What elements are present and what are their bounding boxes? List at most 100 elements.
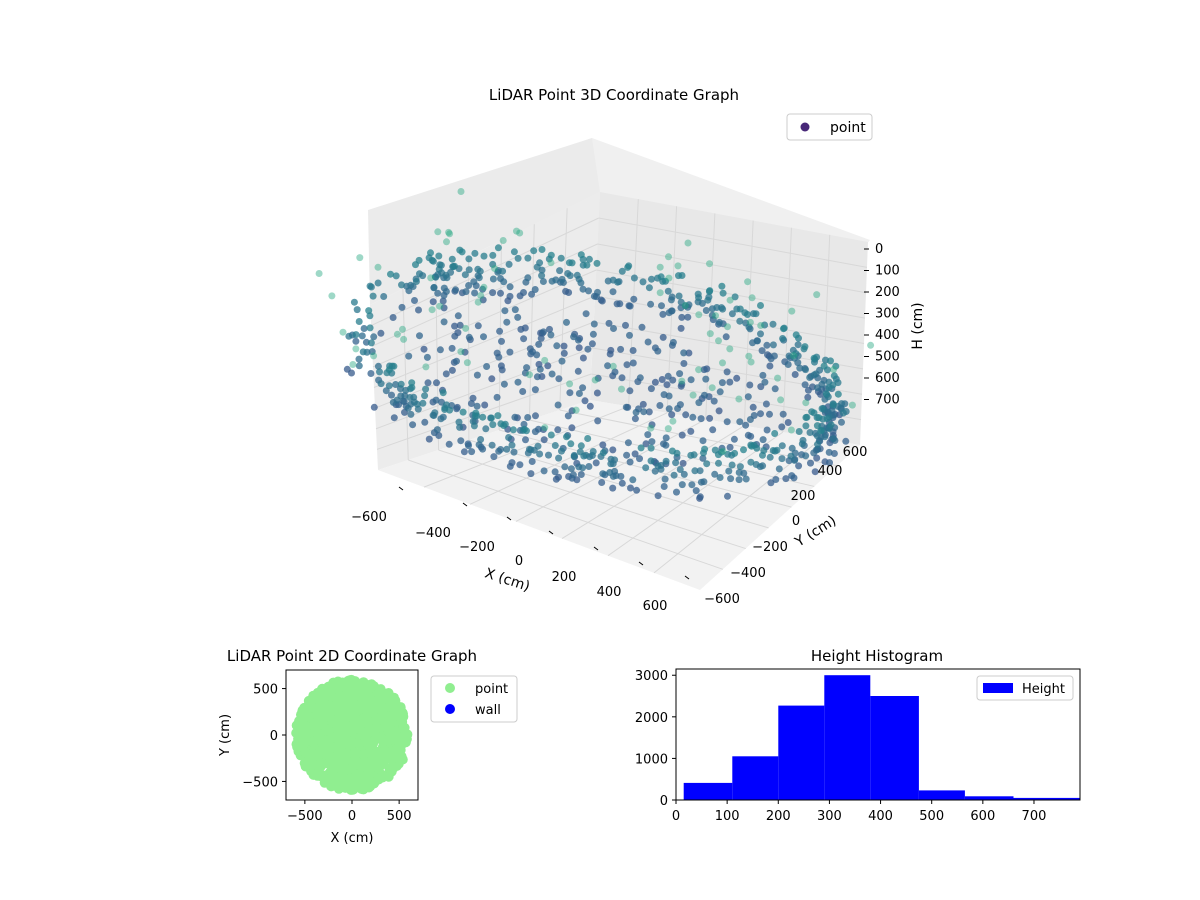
point-3d (433, 426, 441, 434)
point-3d (436, 346, 444, 354)
point-3d (489, 260, 497, 268)
point-3d (451, 262, 458, 270)
point-3d (746, 416, 754, 423)
point-3d (459, 408, 467, 416)
point-3d (763, 426, 771, 434)
point-3d (741, 309, 749, 317)
point-3d (409, 421, 417, 429)
point-3d (412, 261, 419, 269)
point-3d (370, 333, 378, 341)
point-2d (299, 720, 310, 731)
point-3d (736, 463, 744, 471)
point-3d (494, 412, 502, 420)
grid-line-right-wall (597, 243, 867, 294)
point-3d (678, 380, 686, 388)
point-3d (392, 272, 400, 280)
point-2d (334, 720, 344, 731)
point-3d (680, 470, 688, 478)
point-3d (416, 332, 423, 340)
point-3d (411, 297, 418, 304)
point-3d (477, 292, 485, 299)
point-3d (524, 274, 532, 282)
point-3d (684, 313, 692, 321)
point-3d (821, 433, 829, 441)
point-3d (355, 318, 363, 325)
grid-line-left-wall (373, 295, 596, 388)
point-3d (708, 311, 716, 319)
point-3d (802, 366, 809, 374)
point-3d (480, 283, 488, 291)
point-3d (728, 310, 736, 318)
point-3d (735, 395, 743, 403)
y-tick-label-3d: 400 (818, 464, 843, 479)
point-3d (568, 424, 576, 432)
point-3d (792, 350, 800, 358)
point-3d (787, 452, 795, 460)
point-3d (536, 450, 544, 458)
point-3d (457, 188, 465, 195)
point-3d (558, 357, 566, 365)
point-3d (366, 324, 374, 332)
point-3d (779, 335, 787, 342)
point-3d (642, 464, 650, 472)
point-2d (333, 783, 344, 794)
point-3d (503, 318, 511, 326)
point-3d (533, 263, 541, 271)
point-3d (719, 289, 727, 297)
point-3d (825, 448, 833, 456)
point-3d (385, 366, 393, 374)
point-3d (457, 437, 465, 445)
histogram-ticks: 0 100 200 300 400 500 600 700 0 1000 2000 3000 (635, 669, 1046, 824)
point-3d (434, 289, 442, 297)
point-3d (509, 426, 517, 434)
point-3d (611, 368, 619, 376)
point-3d (462, 324, 470, 332)
point-3d (476, 267, 484, 275)
legend-label-point-3d: point (830, 120, 866, 136)
x-tick-label-hist: 700 (1022, 809, 1047, 824)
point-3d (644, 431, 652, 439)
legend-marker-height (983, 683, 1013, 693)
point-3d (370, 352, 378, 360)
point-3d (339, 328, 347, 336)
point-3d (659, 333, 667, 341)
point-3d (566, 389, 574, 397)
point-3d (452, 286, 460, 294)
point-3d (470, 422, 478, 430)
point-3d (440, 304, 448, 312)
point-3d (420, 345, 428, 353)
point-3d (585, 255, 593, 263)
point-3d (814, 384, 821, 392)
point-3d (594, 417, 602, 425)
point-3d (440, 291, 448, 299)
point-3d (818, 405, 826, 413)
grid-line-floor (468, 439, 769, 529)
chart-title-2d: LiDAR Point 2D Coordinate Graph (227, 647, 477, 665)
histogram-bar (918, 790, 965, 800)
point-3d (678, 481, 686, 489)
point-3d (405, 352, 413, 360)
point-3d (830, 366, 837, 373)
point-3d (771, 385, 779, 393)
point-3d (808, 408, 816, 416)
point-3d (479, 285, 487, 293)
point-3d (415, 306, 422, 314)
y-tick-label-3d: 600 (843, 445, 868, 460)
grid-line-right-wall (598, 217, 868, 268)
point-3d (623, 451, 631, 459)
point-3d (632, 408, 640, 416)
point-3d (345, 332, 353, 340)
point-3d (547, 331, 555, 339)
point-3d (570, 452, 578, 460)
point-3d (510, 248, 518, 256)
point-3d (465, 333, 473, 341)
y-tick-label-hist: 2000 (635, 711, 668, 726)
point-3d (511, 413, 519, 421)
point-3d (535, 340, 543, 348)
point-3d (488, 441, 496, 449)
point-3d (551, 442, 559, 449)
plot-2d: LiDAR Point 2D Coordinate Graph −500 0 500… (218, 647, 518, 846)
point-3d (757, 302, 764, 309)
point-3d (528, 458, 536, 465)
